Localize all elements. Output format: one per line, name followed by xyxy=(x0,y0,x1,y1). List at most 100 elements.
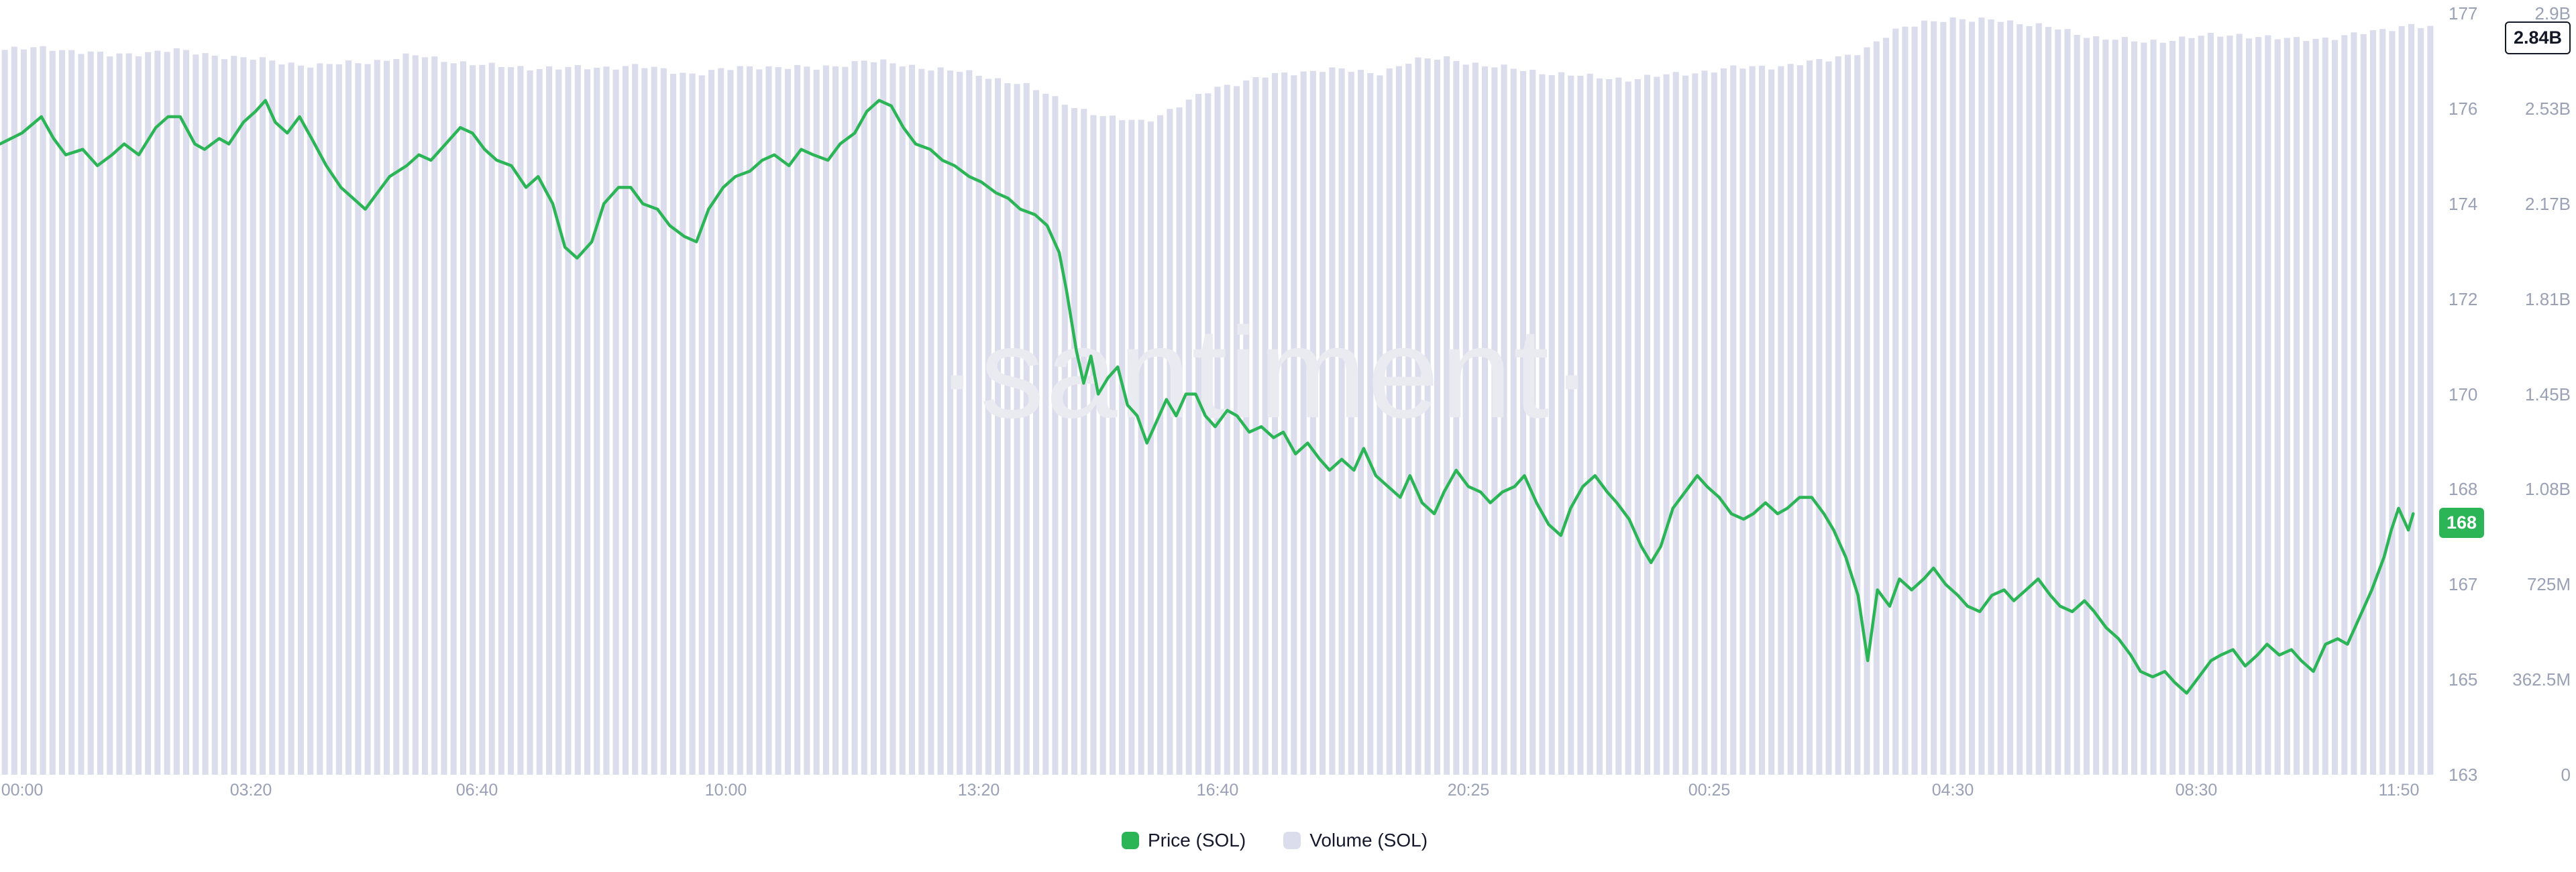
volume-bar xyxy=(1004,83,1011,775)
legend-item-volume-sol[interactable]: Volume (SOL) xyxy=(1283,831,1428,850)
volume-bar xyxy=(2265,35,2271,775)
volume-bar xyxy=(259,57,266,775)
volume-bar xyxy=(2121,37,2128,775)
volume-bar xyxy=(68,50,75,775)
volume-bar xyxy=(1882,38,1889,775)
volume-bar xyxy=(2379,29,2386,775)
volume-bar xyxy=(1587,73,1593,775)
price-axis-label: 168 xyxy=(2449,479,2478,500)
volume-bar xyxy=(240,57,247,775)
volume-bar xyxy=(125,53,132,775)
volume-bar xyxy=(384,60,390,775)
volume-bar xyxy=(1625,81,1631,775)
volume-bar xyxy=(1061,105,1068,775)
volume-bar xyxy=(880,59,887,775)
volume-bar xyxy=(2274,39,2281,775)
volume-bar xyxy=(813,69,820,775)
legend-item-price-sol[interactable]: Price (SOL) xyxy=(1121,831,1246,850)
price-axis-label: 176 xyxy=(2449,98,2478,119)
volume-axis-label: 2.9B xyxy=(2534,3,2571,23)
volume-bar xyxy=(1529,70,1536,775)
volume-bar xyxy=(2303,41,2310,775)
volume-bar xyxy=(775,66,782,775)
volume-bar xyxy=(326,64,333,775)
volume-axis-label: 725M xyxy=(2526,574,2571,595)
volume-bar xyxy=(49,50,56,775)
volume-bar xyxy=(842,66,849,775)
volume-bar xyxy=(794,64,801,775)
volume-bar xyxy=(1320,72,1326,775)
volume-bar xyxy=(1023,83,1030,775)
volume-bar xyxy=(2207,32,2214,775)
legend-item-label: Volume (SOL) xyxy=(1309,830,1428,851)
volume-bar xyxy=(1978,17,1985,775)
volume-bar xyxy=(995,78,1002,775)
volume-bar xyxy=(1768,69,1775,775)
volume-bar xyxy=(871,62,877,775)
volume-bar xyxy=(1367,73,1374,775)
volume-bar xyxy=(1634,79,1641,775)
volume-bar xyxy=(1577,75,1584,775)
volume-bar xyxy=(1157,115,1164,775)
volume-bar xyxy=(527,70,533,775)
volume-bar xyxy=(269,60,276,775)
volume-bar xyxy=(412,55,419,775)
volume-bar xyxy=(584,69,590,775)
volume-bar xyxy=(508,67,515,775)
volume-bar xyxy=(1873,41,1880,775)
volume-bar xyxy=(727,70,734,775)
volume-bar xyxy=(2398,25,2405,775)
volume-bar xyxy=(2007,20,2014,775)
volume-bar xyxy=(2093,36,2100,775)
volume-bar xyxy=(1042,93,1049,775)
volume-axis-label: 362.5M xyxy=(2512,669,2571,690)
volume-bar xyxy=(335,64,342,775)
volume-bar xyxy=(183,50,190,775)
volume-bar xyxy=(460,61,466,775)
volume-bar xyxy=(918,68,925,775)
volume-bar xyxy=(250,60,256,775)
volume-axis-label: 0 xyxy=(2561,765,2571,785)
volume-bar xyxy=(154,50,161,775)
volume-bar xyxy=(2102,40,2109,775)
volume-bar xyxy=(2131,41,2138,775)
volume-bar xyxy=(2112,40,2118,775)
volume-bar xyxy=(1415,57,1421,775)
volume-bar xyxy=(966,70,973,775)
volume-bar xyxy=(1233,86,1240,775)
volume-bar xyxy=(450,63,457,775)
price-last-value-badge: 168 xyxy=(2439,508,2485,538)
chart-canvas[interactable]: ·santiment· xyxy=(0,0,2442,781)
volume-bar xyxy=(135,56,142,775)
price-line xyxy=(0,99,2415,695)
volume-bar xyxy=(2351,32,2357,775)
volume-bar xyxy=(97,51,103,775)
volume-bar xyxy=(2198,36,2204,775)
volume-bar xyxy=(2217,36,2224,775)
volume-bar xyxy=(2312,38,2319,775)
volume-bar xyxy=(1358,70,1364,775)
volume-bar xyxy=(393,59,400,775)
volume-bar xyxy=(1730,65,1737,775)
volume-bar xyxy=(1309,70,1316,775)
volume-bar xyxy=(546,66,553,775)
volume-bar xyxy=(555,69,562,775)
volume-bar xyxy=(2083,38,2090,775)
volume-bar xyxy=(908,64,915,775)
volume-bar xyxy=(851,61,858,775)
volume-bar xyxy=(928,70,934,775)
volume-bar xyxy=(1453,60,1460,775)
volume-bar xyxy=(1377,75,1383,775)
volume-bar xyxy=(1911,26,1918,775)
volume-bar xyxy=(1071,108,1077,775)
volume-bar xyxy=(1281,72,1288,775)
volume-bar xyxy=(1472,62,1479,775)
volume-bar xyxy=(1825,61,1832,775)
price-axis-label: 170 xyxy=(2449,384,2478,404)
volume-bar xyxy=(2245,38,2252,775)
volume-bar xyxy=(1711,72,1717,775)
volume-bar xyxy=(660,68,667,775)
time-axis-label: 00:00 xyxy=(1,781,44,800)
volume-bar xyxy=(1224,85,1230,775)
